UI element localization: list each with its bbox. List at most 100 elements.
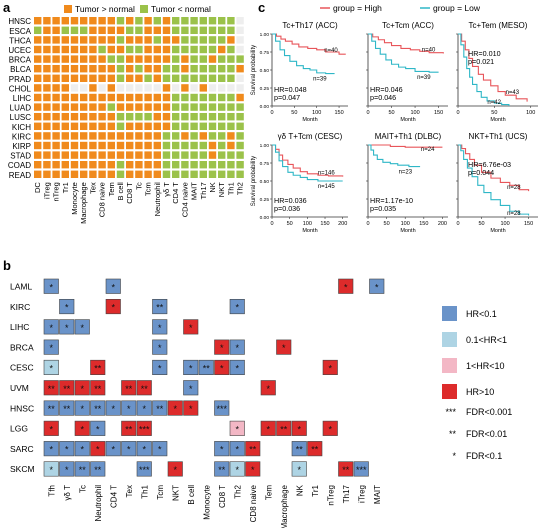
hr-cell: [214, 400, 230, 416]
hr-cell: [183, 359, 199, 376]
hr-cell: [136, 400, 152, 416]
hr-cell-stars: *: [220, 445, 224, 455]
hr-cell-stars: ***: [216, 404, 227, 414]
heatmap-cell: [61, 45, 69, 54]
heatmap-cell: [116, 132, 125, 140]
hr-cell: [291, 441, 307, 457]
hr-cell-stars: *: [235, 465, 239, 475]
col-label-a: CD4 naive: [180, 182, 189, 217]
km-y-tick-label: 1.00: [260, 143, 270, 149]
heatmap-cell: [153, 132, 161, 140]
km-x-tick-label: 100: [500, 221, 509, 227]
km-title: Tc+Tem (MESO): [469, 21, 528, 30]
heatmap-cell: [236, 55, 244, 63]
km-y-tick-label: 0.25: [260, 197, 270, 203]
km-x-label: Month: [302, 117, 317, 123]
heatmap-cell: [199, 26, 207, 34]
heatmap-cell: [199, 170, 207, 178]
heatmap-cell: [70, 151, 79, 159]
heatmap-cell: [218, 17, 226, 25]
hr-cell-stars: *: [158, 363, 162, 373]
heatmap-cell: [208, 170, 217, 178]
heatmap-cell: [135, 151, 143, 159]
row-label-b: SKCM: [10, 464, 35, 474]
heatmap-cell: [70, 161, 79, 169]
hr-cell: [214, 461, 230, 477]
heatmap-cell: [199, 36, 207, 44]
fdr-legend-label: FDR<0.1: [466, 451, 502, 461]
hr-cell-stars: *: [344, 282, 348, 292]
row-label-b: CESC: [10, 363, 34, 373]
heatmap-cell: [153, 122, 161, 130]
heatmap-cell: [43, 132, 51, 140]
km-y-tick-label: 0.00: [260, 215, 270, 221]
col-label-b: Tfh: [47, 485, 56, 497]
hr-legend-label: HR<0.1: [466, 309, 497, 319]
heatmap-cell: [89, 74, 97, 82]
hr-cell: [229, 339, 245, 355]
heatmap-cell: [236, 151, 244, 159]
heatmap-cell: [144, 17, 152, 25]
hr-cell: [59, 400, 75, 416]
km-x-tick-label: 50: [287, 221, 293, 227]
hr-cell-stars: *: [158, 343, 162, 353]
heatmap-cell: [80, 84, 88, 92]
col-label-a: Th17: [199, 182, 208, 199]
hr-cell-stars: **: [79, 465, 87, 475]
heatmap-cell: [172, 26, 180, 34]
heatmap-cell: [89, 151, 97, 159]
heatmap-cell: [70, 84, 79, 92]
heatmap-cell: [89, 132, 97, 140]
legend-up-swatch: [64, 5, 72, 13]
heatmap-cell: [208, 74, 217, 82]
heatmap-cell: [236, 103, 244, 111]
hr-cell: [291, 420, 307, 436]
km-n-high: n=40: [324, 48, 338, 54]
km-n-high: n=146: [318, 171, 336, 177]
heatmap-cell: [89, 45, 97, 54]
heatmap-cell: [126, 113, 134, 121]
heatmap-cell: [199, 55, 207, 63]
heatmap-cell: [135, 26, 143, 34]
hr-cell-stars: **: [63, 404, 71, 414]
heatmap-cell: [89, 84, 97, 92]
hr-cell-stars: **: [94, 404, 102, 414]
heatmap-cell: [98, 65, 106, 73]
hr-cell: [152, 441, 168, 457]
heatmap-cell: [43, 26, 51, 34]
heatmap-cell: [80, 151, 88, 159]
heatmap-cell: [227, 132, 235, 140]
hr-cell: [353, 461, 369, 477]
heatmap-cell: [227, 26, 235, 34]
hr-cell-stars: ***: [139, 465, 150, 475]
hr-cell-stars: **: [125, 424, 133, 434]
hr-cell-stars: *: [80, 424, 84, 434]
heatmap-cell: [162, 93, 171, 102]
hr-cell-stars: **: [141, 384, 149, 394]
hr-cell: [260, 380, 276, 396]
heatmap-cell: [181, 45, 189, 54]
hr-legend-swatch: [442, 306, 457, 321]
heatmap-cell: [190, 122, 198, 130]
col-label-b: iTreg: [357, 485, 366, 503]
heatmap-cell: [208, 55, 217, 63]
hr-cell: [43, 400, 59, 416]
heatmap-cell: [199, 113, 207, 121]
heatmap-cell: [61, 151, 69, 159]
heatmap-cell: [172, 170, 180, 178]
heatmap-cell: [89, 170, 97, 178]
hr-cell: [152, 339, 168, 355]
heatmap-cell: [34, 151, 42, 159]
km-x-tick-label: 150: [419, 221, 428, 227]
hr-cell-stars: *: [235, 445, 239, 455]
heatmap-cell: [199, 65, 207, 73]
hr-cell-stars: *: [328, 363, 332, 373]
col-label-a: MAIT: [190, 182, 199, 200]
heatmap-cell: [126, 45, 134, 54]
heatmap-cell: [218, 93, 226, 102]
heatmap-cell: [80, 113, 88, 121]
heatmap-cell: [208, 84, 217, 92]
col-label-b: NK: [295, 484, 304, 496]
